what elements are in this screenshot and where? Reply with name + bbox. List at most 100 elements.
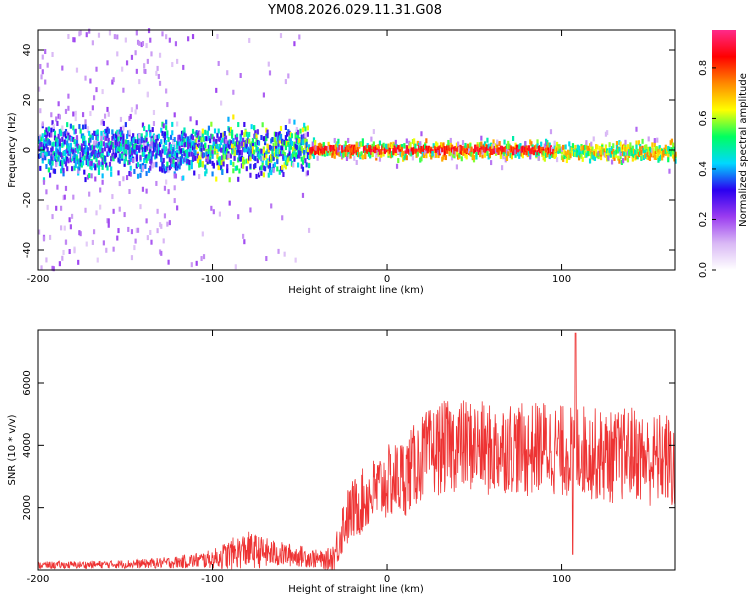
spectrogram-cell — [183, 137, 186, 143]
spectrogram-cell — [176, 165, 179, 171]
spectrogram-cell — [185, 158, 189, 164]
spectrogram-cell — [188, 139, 191, 145]
spectrogram-cell — [116, 235, 119, 241]
spectrogram-cell — [307, 154, 311, 160]
spectrogram-cell — [640, 152, 643, 158]
spectrogram-cell — [44, 49, 47, 55]
spectrogram-cell — [114, 152, 118, 158]
spectrogram-cell — [376, 150, 379, 156]
spectrogram-cell — [326, 151, 329, 157]
spectrogram-cell — [209, 154, 212, 160]
spectrogram-cell — [100, 141, 103, 147]
spectrogram-x-ticks: -200 -100 0 100 — [27, 30, 571, 285]
spectrogram-cell — [48, 160, 52, 166]
spectrogram-cell — [77, 168, 80, 174]
spectrogram-cell — [90, 165, 93, 171]
spectrogram-cell — [232, 168, 235, 174]
spectrogram-cell — [529, 154, 532, 160]
spectrogram-cell — [168, 157, 171, 163]
spectrogram-cell — [146, 155, 149, 161]
spectrogram-cell — [654, 145, 658, 151]
spectrogram-cell — [174, 143, 178, 149]
spectrogram-cell — [648, 150, 652, 156]
spectrogram-cell — [209, 151, 212, 157]
spectrogram-cell — [251, 137, 254, 143]
spectrogram-cell — [61, 160, 64, 166]
spectrogram-cell — [84, 149, 87, 155]
spectrogram-cell — [301, 148, 305, 154]
spectrogram-cell — [162, 238, 165, 244]
spectrogram-cell — [370, 136, 373, 142]
spectrogram-cell — [168, 165, 171, 171]
spectrogram-cell — [590, 153, 593, 159]
spectrogram-cell — [132, 147, 135, 153]
spectrogram-cell — [243, 239, 246, 245]
spectrogram-cell — [47, 126, 50, 132]
spectrogram-cell — [604, 146, 608, 152]
spectrogram-cell — [130, 255, 134, 261]
spectrogram-cell — [296, 129, 300, 135]
spectrogram-cell — [74, 116, 77, 122]
spectrogram-cell — [276, 166, 279, 172]
spectrogram-cell — [88, 173, 91, 179]
spectrogram-cell — [101, 179, 104, 185]
spectrogram-cell — [398, 146, 401, 152]
spectrogram-cell — [485, 146, 488, 152]
spectrogram-cell — [442, 154, 445, 160]
spectrogram-cell — [553, 150, 556, 156]
spectrogram-cell — [55, 137, 58, 143]
spectrogram-cell — [62, 150, 65, 156]
spectrogram-cell — [243, 159, 246, 165]
spectrogram-cell — [189, 135, 192, 141]
spectrogram-cell — [582, 149, 586, 155]
spectrogram-cell — [92, 95, 96, 101]
spectrogram-cell — [640, 150, 643, 156]
spectrogram-cell — [174, 161, 178, 167]
spectrogram-cell — [285, 159, 289, 165]
spectrogram-cell — [531, 146, 534, 152]
spectrogram-cell — [143, 151, 146, 157]
spectrogram-cell — [101, 173, 104, 179]
spectrogram-cell — [97, 160, 101, 166]
spectrogram-cell — [205, 156, 208, 162]
spectrogram-cell — [156, 149, 159, 155]
spectrogram-cell — [452, 152, 455, 158]
spectrogram-cell — [515, 144, 518, 150]
spectrogram-cell — [68, 149, 71, 155]
spectrogram-cell — [626, 157, 630, 163]
spectrogram-cell — [262, 136, 265, 142]
spectrogram-cell — [651, 148, 654, 154]
snr-x-ticks: -200 -100 0 100 — [27, 330, 571, 585]
spectrogram-cell — [199, 159, 202, 165]
spectrogram-cell — [150, 138, 153, 144]
spectrogram-cell — [555, 147, 559, 153]
spectrogram-cell — [339, 151, 342, 157]
spectrogram-cell — [322, 148, 325, 154]
spectrogram-cell — [62, 131, 65, 137]
spectrogram-cell — [552, 149, 555, 155]
spectrogram-cell — [105, 162, 108, 168]
spectrogram-cell — [518, 153, 521, 159]
spectrogram-cell — [305, 139, 308, 145]
spectrogram-cell — [209, 138, 212, 144]
spectrogram-cell — [560, 155, 564, 161]
spectrogram-cell — [176, 58, 179, 64]
spectrogram-cell — [317, 146, 320, 152]
spectrogram-cell — [353, 155, 356, 161]
spectrogram-cell — [187, 136, 190, 142]
spectrogram-cell — [45, 189, 48, 195]
spectrogram-cell — [472, 155, 476, 161]
spectrogram-cell — [198, 130, 201, 136]
spectrogram-cell — [409, 148, 412, 154]
spectrogram-cell — [298, 145, 301, 151]
spectrogram-cell — [140, 167, 143, 173]
spectrogram-cell — [317, 143, 320, 149]
spectrogram-cell — [337, 147, 340, 153]
spectrogram-cell — [183, 157, 186, 163]
spectrogram-cell — [110, 171, 113, 177]
spectrogram-cell — [166, 133, 169, 139]
spectrogram-cell — [198, 134, 201, 140]
spectrogram-cell — [44, 129, 47, 135]
spectrogram-cell — [173, 136, 176, 142]
spectrogram-cell — [672, 153, 675, 159]
